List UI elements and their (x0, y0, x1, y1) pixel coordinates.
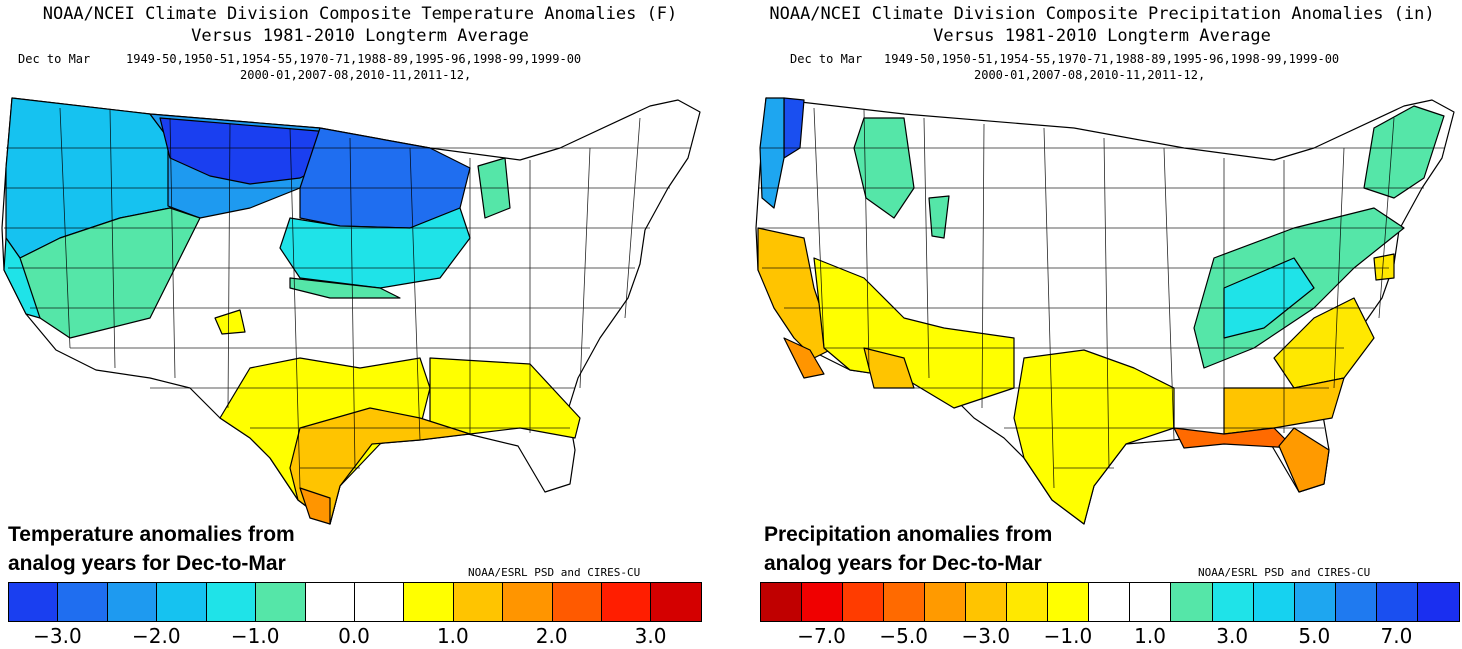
colorbar-swatch (802, 583, 844, 621)
precipitation-colorbar (760, 582, 1460, 622)
warm-colorado-spot (214, 309, 246, 335)
temperature-caption-line2: analog years for Dec-to-Mar (8, 552, 286, 575)
colorbar-swatch (1376, 583, 1418, 621)
precipitation-credit: NOAA/ESRL PSD and CIRES-CU (1198, 566, 1371, 579)
colorbar-swatch (843, 583, 885, 621)
colorbar-tick-label: −5.0 (879, 624, 928, 648)
colorbar-swatch (404, 583, 454, 621)
colorbar-swatch (305, 583, 355, 621)
colorbar-swatch (9, 583, 59, 621)
temperature-subtitle: Versus 1981-2010 Longterm Average (191, 26, 529, 46)
colorbar-swatch (1007, 583, 1049, 621)
warmest-south-texas (299, 487, 331, 525)
precipitation-us-map (755, 97, 1455, 525)
colorbar-tick-label: −1.0 (230, 624, 280, 648)
temperature-title: NOAA/NCEI Climate Division Composite Tem… (42, 4, 678, 24)
colorbar-swatch (206, 583, 257, 621)
colorbar-tick-label: 3.0 (1216, 624, 1249, 648)
colorbar-swatch (1212, 583, 1254, 621)
colorbar-swatch (884, 583, 926, 621)
colorbar-swatch (602, 583, 652, 621)
precipitation-years-line1: 1949-50,1950-51,1954-55,1970-71,1988-89,… (884, 52, 1340, 66)
temperature-years-line2: 2000-01,2007-08,2010-11,2011-12, (240, 68, 472, 82)
precipitation-subtitle: Versus 1981-2010 Longterm Average (933, 26, 1271, 46)
colorbar-swatch (1294, 583, 1336, 621)
colorbar-swatch (256, 583, 306, 621)
colorbar-swatch (354, 583, 405, 621)
colorbar-swatch (1089, 583, 1131, 621)
temperature-caption: Temperature anomalies from analog years … (8, 520, 368, 578)
colorbar-tick-label: 0.0 (338, 624, 370, 648)
colorbar-tick-label: 5.0 (1298, 624, 1331, 648)
dry-florida (1278, 427, 1330, 493)
colorbar-swatch (1048, 583, 1090, 621)
colorbar-swatch (1130, 583, 1172, 621)
colorbar-tick-label: −2.0 (131, 624, 181, 648)
colorbar-tick-label: −1.0 (1043, 624, 1093, 648)
colorbar-swatch (453, 583, 504, 621)
precipitation-caption-line1: Precipitation anomalies from (764, 523, 1053, 546)
colorbar-tick-label: 3.0 (634, 624, 667, 648)
colorbar-tick-label: 2.0 (535, 624, 568, 648)
temperature-period-label: Dec to Mar (18, 52, 91, 66)
precipitation-caption-line2: analog years for Dec-to-Mar (764, 552, 1042, 575)
colorbar-swatch (157, 583, 207, 621)
colorbar-tick-label: −3.0 (33, 624, 82, 648)
cool-west-coast (3, 237, 41, 319)
precipitation-anomaly-panel: NOAA/NCEI Climate Division Composite Pre… (742, 0, 1462, 649)
colorbar-swatch (1253, 583, 1295, 621)
colorbar-swatch (552, 583, 603, 621)
warmer-gulf-coast (289, 407, 471, 525)
colorbar-swatch (966, 583, 1008, 621)
cold-northern-plains (299, 127, 471, 229)
colorbar-tick-label: 1.0 (436, 624, 469, 648)
colorbar-tick-label: −3.0 (961, 624, 1011, 648)
colorbar-swatch (1171, 583, 1213, 621)
wet-montana-spot (928, 195, 950, 239)
precipitation-years-line2: 2000-01,2007-08,2010-11,2011-12, (974, 68, 1206, 82)
temperature-anomaly-panel: NOAA/NCEI Climate Division Composite Tem… (0, 0, 720, 649)
drier-socal (783, 337, 825, 379)
temperature-credit: NOAA/ESRL PSD and CIRES-CU (468, 566, 641, 579)
precipitation-period-label: Dec to Mar (790, 52, 863, 66)
colorbar-tick-label: 1.0 (1134, 624, 1166, 648)
colorbar-swatch (761, 583, 803, 621)
temperature-years-line1: 1949-50,1950-51,1954-55,1970-71,1988-89,… (126, 52, 582, 66)
colorbar-swatch (1417, 583, 1459, 621)
temperature-us-map (1, 97, 701, 525)
temperature-colorbar (8, 582, 702, 622)
colorbar-tick-label: −7.0 (797, 624, 846, 648)
temperature-caption-line1: Temperature anomalies from (8, 523, 295, 546)
precipitation-title: NOAA/NCEI Climate Division Composite Pre… (769, 4, 1435, 24)
cool-nebraska (289, 277, 401, 299)
colorbar-swatch (925, 583, 967, 621)
precipitation-caption: Precipitation anomalies from analog year… (764, 520, 1124, 578)
colorbar-swatch (58, 583, 108, 621)
dry-maryland-spot (1373, 253, 1395, 281)
colorbar-swatch (1335, 583, 1377, 621)
colorbar-swatch (107, 583, 158, 621)
colorbar-swatch (503, 583, 553, 621)
colorbar-tick-label: 7.0 (1380, 624, 1413, 648)
colorbar-swatch (651, 583, 701, 621)
